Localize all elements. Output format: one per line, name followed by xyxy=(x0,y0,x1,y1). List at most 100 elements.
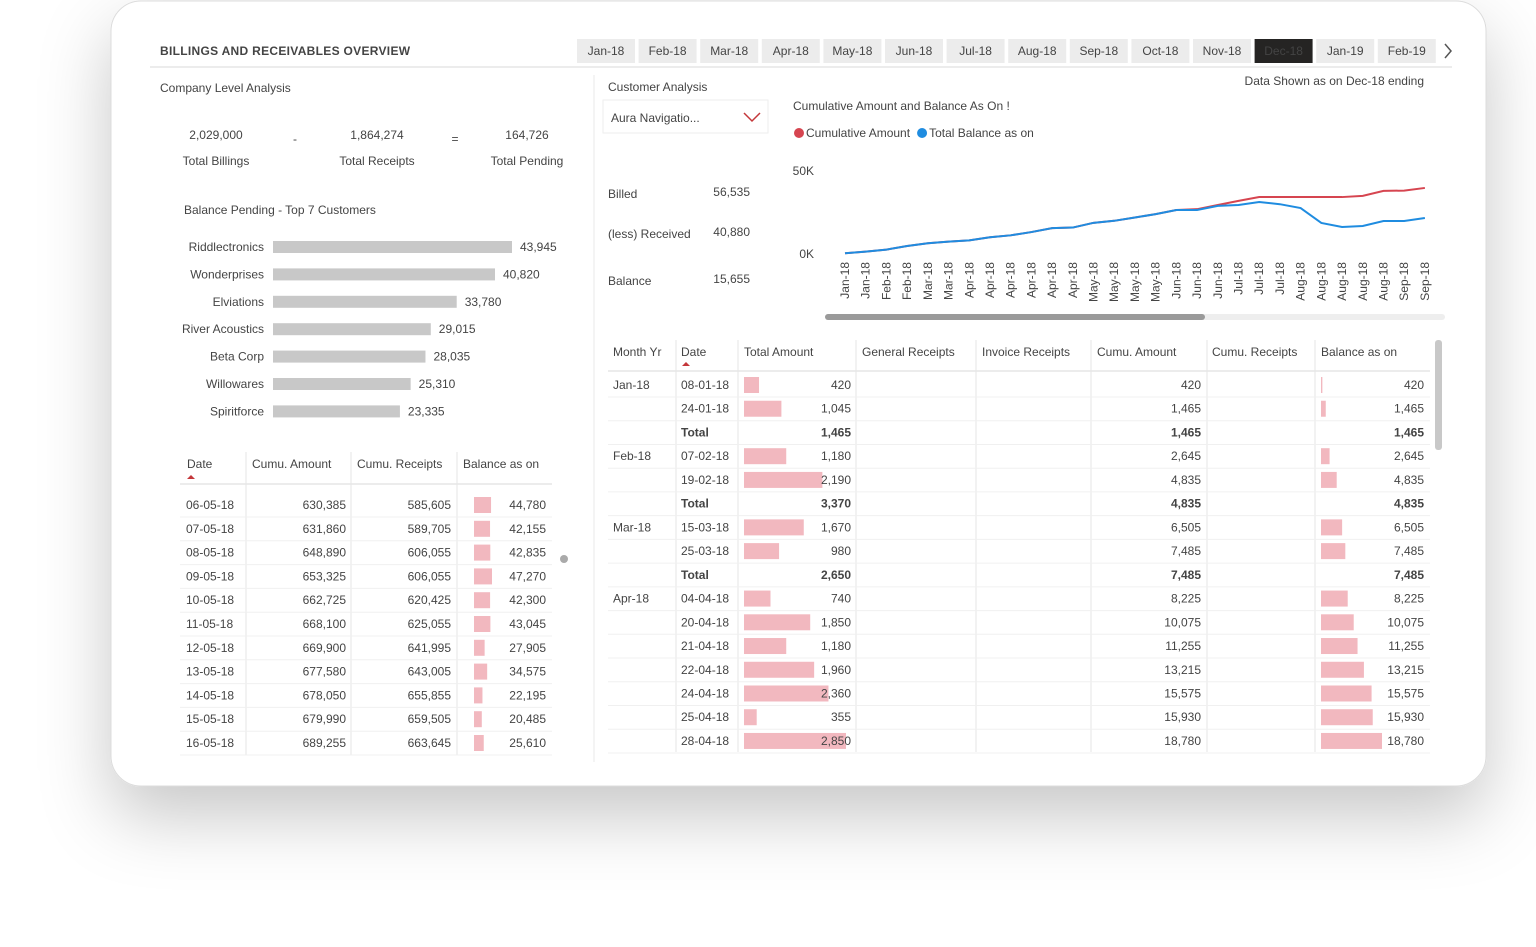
month-tab[interactable] xyxy=(946,39,1005,63)
metric-value: 40,880 xyxy=(713,225,750,239)
month-tab-label[interactable]: Mar-18 xyxy=(710,44,748,58)
column-header[interactable]: Balance as on xyxy=(1321,345,1397,359)
bar xyxy=(273,350,426,363)
month-tab-label[interactable]: Feb-18 xyxy=(649,44,687,58)
x-tick-label: Mar-18 xyxy=(942,262,956,300)
data-bar xyxy=(744,685,829,702)
month-tab-label[interactable]: Nov-18 xyxy=(1203,44,1242,58)
month-tab-label[interactable]: Feb-19 xyxy=(1388,44,1426,58)
column-header[interactable]: Cumu. Amount xyxy=(252,457,332,471)
month-tab-label[interactable]: Jan-18 xyxy=(588,44,625,58)
cell: 669,900 xyxy=(303,641,347,655)
data-bar xyxy=(744,448,787,465)
cell: 1,180 xyxy=(821,639,851,653)
line-series xyxy=(844,201,1426,255)
x-tick-label: Jan-18 xyxy=(859,262,873,299)
dropdown-chevron[interactable] xyxy=(743,112,761,123)
month-tab[interactable] xyxy=(1316,39,1375,63)
month-tab[interactable] xyxy=(638,39,697,63)
month-tab-label[interactable]: Aug-18 xyxy=(1018,44,1057,58)
data-bar xyxy=(474,711,482,728)
month-tab[interactable] xyxy=(1193,39,1251,63)
month-tab-label[interactable]: Dec-18 xyxy=(1264,44,1303,58)
column-header[interactable]: Date xyxy=(187,457,213,471)
bar xyxy=(273,268,496,281)
cell: 980 xyxy=(831,544,851,558)
data-bar xyxy=(1321,519,1343,536)
month-tab-label[interactable]: Apr-18 xyxy=(773,44,809,58)
column-header[interactable]: Cumu. Amount xyxy=(1097,345,1177,359)
x-tick-label: Jul-18 xyxy=(1252,262,1266,295)
data-label: 33,780 xyxy=(465,295,502,309)
table-scrollbar[interactable] xyxy=(1435,340,1442,450)
cell: 07-02-18 xyxy=(681,449,729,463)
data-bar xyxy=(1321,543,1346,560)
data-bar xyxy=(1321,471,1337,488)
data-bar xyxy=(1321,400,1326,417)
sort-indicator xyxy=(682,362,690,366)
cell: Total xyxy=(681,497,709,511)
legend-label: Total Balance as on xyxy=(929,126,1034,140)
month-tab[interactable] xyxy=(1008,39,1067,63)
column-header[interactable]: Balance as on xyxy=(463,457,539,471)
column-header[interactable]: Cumu. Receipts xyxy=(1212,345,1297,359)
column-header[interactable]: Month Yr xyxy=(613,345,661,359)
category-label: Elviations xyxy=(213,295,264,309)
x-tick-label: Aug-18 xyxy=(1335,262,1349,301)
column-header[interactable]: General Receipts xyxy=(862,345,955,359)
metric-label: (less) Received xyxy=(608,227,691,241)
cell: 28-04-18 xyxy=(681,734,729,748)
x-tick-label: Apr-18 xyxy=(1066,262,1080,298)
column-header[interactable]: Date xyxy=(681,345,707,359)
month-tab-label[interactable]: Oct-18 xyxy=(1142,44,1178,58)
cell: 18,780 xyxy=(1164,734,1201,748)
cell: Mar-18 xyxy=(613,520,651,534)
cell: 18,780 xyxy=(1387,734,1424,748)
data-bar xyxy=(1321,685,1372,702)
month-tab[interactable] xyxy=(761,39,820,63)
data-label: 40,820 xyxy=(503,267,540,281)
chart-title: Cumulative Amount and Balance As On ! xyxy=(793,99,1010,113)
column-header[interactable]: Total Amount xyxy=(744,345,814,359)
kpi-operator: = xyxy=(451,132,458,146)
x-tick-label: May-18 xyxy=(1128,262,1142,302)
cell: 4,835 xyxy=(1394,497,1424,511)
column-header[interactable]: Invoice Receipts xyxy=(982,345,1070,359)
cell: 25,610 xyxy=(509,736,546,750)
month-tab[interactable] xyxy=(1377,39,1436,63)
kpi-label: Total Pending xyxy=(491,154,564,168)
dropdown-value[interactable]: Aura Navigatio... xyxy=(611,111,700,125)
cell: 2,645 xyxy=(1394,449,1424,463)
data-bar xyxy=(474,544,491,561)
cell: 6,505 xyxy=(1394,520,1424,534)
x-tick-label: Jul-18 xyxy=(1273,262,1287,295)
column-header[interactable]: Cumu. Receipts xyxy=(357,457,442,471)
month-tab[interactable] xyxy=(1254,39,1313,63)
month-tab-label[interactable]: May-18 xyxy=(832,44,872,58)
month-tab-label[interactable]: Jun-18 xyxy=(896,44,933,58)
month-tab[interactable] xyxy=(700,39,759,63)
cell: 20-04-18 xyxy=(681,615,729,629)
month-tab-label[interactable]: Jul-18 xyxy=(959,44,992,58)
month-tab[interactable] xyxy=(577,39,635,63)
data-bar xyxy=(1321,709,1373,726)
data-label: 28,035 xyxy=(433,350,470,364)
cell: 7,485 xyxy=(1394,568,1424,582)
cell: Jan-18 xyxy=(613,378,650,392)
month-tab[interactable] xyxy=(823,39,882,63)
customer-dropdown[interactable] xyxy=(602,99,769,134)
month-tab-label[interactable]: Sep-18 xyxy=(1079,44,1118,58)
x-tick-label: Apr-18 xyxy=(1004,262,1018,298)
scroll-thumb[interactable] xyxy=(825,314,1205,320)
cell: 06-05-18 xyxy=(186,498,234,512)
x-tick-label: Jan-18 xyxy=(838,262,852,299)
cell: 3,370 xyxy=(821,497,851,511)
legend-marker xyxy=(917,128,928,138)
month-tab[interactable] xyxy=(885,39,943,63)
data-bar xyxy=(1321,732,1382,749)
next-arrow[interactable] xyxy=(1444,43,1452,59)
cell: 659,505 xyxy=(408,712,452,726)
month-tab-label[interactable]: Jan-19 xyxy=(1327,44,1364,58)
month-tab[interactable] xyxy=(1131,39,1190,63)
month-tab[interactable] xyxy=(1069,39,1128,63)
